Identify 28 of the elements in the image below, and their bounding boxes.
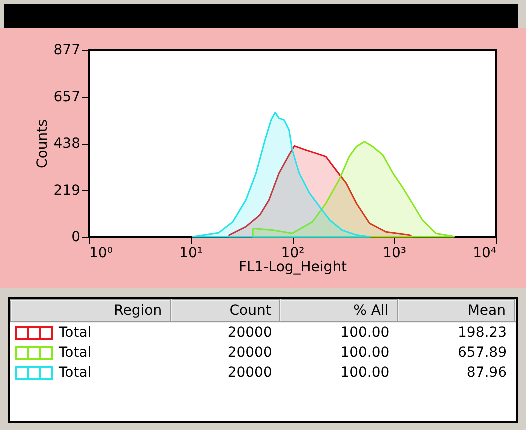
y-tick-label: 877	[54, 42, 80, 58]
y-axis-title: Counts	[34, 120, 51, 168]
text: 87.96	[466, 364, 508, 383]
y-tick-label: 0	[72, 230, 80, 246]
x-tick-label: 10⁰	[90, 246, 114, 262]
text: Region	[11, 300, 172, 322]
y-tick-label: 438	[54, 136, 80, 152]
text: 20000	[226, 324, 274, 343]
text: 657.89	[457, 344, 508, 363]
x-tick-label: 10¹	[180, 246, 203, 262]
x-tick-label: 10²	[281, 246, 305, 262]
text: 20000	[226, 344, 274, 363]
text: 100.00	[340, 324, 391, 343]
text: % All	[280, 300, 398, 322]
x-tick-label: 10⁴	[473, 246, 497, 262]
y-tick-label: 219	[54, 182, 80, 199]
x-axis-title: FL1-Log_Height	[238, 260, 348, 276]
legend-label: Total	[59, 365, 92, 381]
text: 100.00	[340, 364, 391, 383]
y-tick-label: 657	[54, 89, 80, 106]
text: 198.23	[457, 324, 508, 343]
text: 100.00	[340, 344, 391, 363]
text: Mean	[398, 300, 515, 322]
text: 20000	[226, 364, 274, 383]
legend-label: Total	[59, 345, 92, 361]
text: Count	[171, 300, 280, 322]
x-tick-label: 10³	[383, 246, 406, 262]
legend-label: Total	[59, 325, 92, 341]
